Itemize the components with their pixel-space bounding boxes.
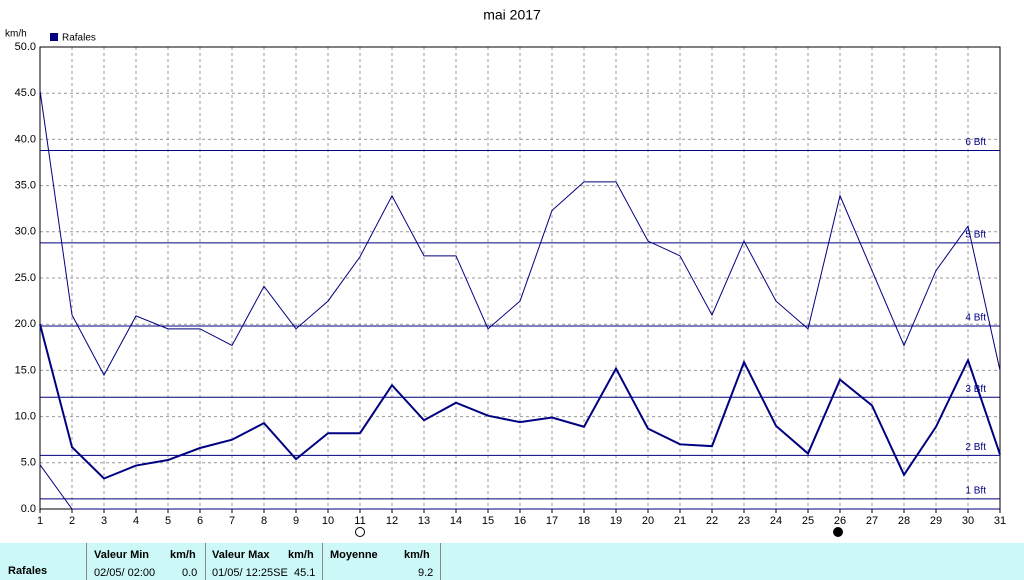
legend-swatch bbox=[50, 33, 58, 41]
min-value: 0.0 bbox=[182, 567, 198, 579]
x-tick-label: 7 bbox=[229, 515, 235, 527]
x-tick-label: 22 bbox=[706, 515, 718, 527]
x-tick-label: 30 bbox=[962, 515, 974, 527]
x-tick-label: 20 bbox=[642, 515, 654, 527]
x-tick-label: 13 bbox=[418, 515, 430, 527]
x-tick-label: 27 bbox=[866, 515, 878, 527]
header: km/h bbox=[404, 549, 430, 561]
moon-new bbox=[833, 527, 843, 537]
x-tick-label: 4 bbox=[133, 515, 139, 527]
x-tick-label: 31 bbox=[994, 515, 1006, 527]
x-tick-label: 19 bbox=[610, 515, 622, 527]
x-tick-label: 16 bbox=[514, 515, 526, 527]
max-date: 01/05/ 12:25SE bbox=[212, 567, 288, 579]
series-line bbox=[39, 464, 1000, 510]
y-tick-label: 5.0 bbox=[21, 457, 36, 469]
page: mai 2017 km/h Rafales 0.0 5.0 10.0 15.0 20.0… bbox=[0, 6, 1024, 580]
y-tick-label: 30.0 bbox=[15, 226, 36, 238]
x-tick-label: 15 bbox=[482, 515, 494, 527]
header: Valeur Max bbox=[212, 549, 270, 561]
reference-label: 2 Bft bbox=[965, 442, 986, 453]
y-tick-label: 25.0 bbox=[15, 272, 36, 284]
mean-value: 9.2 bbox=[418, 567, 434, 579]
x-tick-label: 6 bbox=[197, 515, 203, 527]
y-tick-label: 10.0 bbox=[15, 411, 36, 423]
header: km/h bbox=[170, 549, 196, 561]
stats-bar: Rafales Valeur Min km/h 02/05/ 02:00 0.0… bbox=[0, 543, 1024, 580]
separator bbox=[440, 543, 441, 580]
x-tick-label: 5 bbox=[165, 515, 171, 527]
header: Moyenne bbox=[330, 549, 378, 561]
y-tick-label: 15.0 bbox=[15, 364, 36, 376]
reference-label: 3 Bft bbox=[965, 384, 986, 395]
x-tick-label: 14 bbox=[450, 515, 462, 527]
y-tick-label: 0.0 bbox=[21, 503, 36, 515]
moon-full bbox=[355, 527, 365, 537]
y-tick-label: 50.0 bbox=[15, 41, 36, 53]
chart: mai 2017 km/h Rafales 0.0 5.0 10.0 15.0 20.0… bbox=[5, 7, 1006, 537]
legend-label: Rafales bbox=[62, 33, 96, 44]
min-date: 02/05/ 02:00 bbox=[94, 567, 156, 579]
x-tick-label: 9 bbox=[293, 515, 299, 527]
reference-label: 1 Bft bbox=[965, 485, 986, 496]
x-tick-label: 23 bbox=[738, 515, 750, 527]
x-tick-label: 26 bbox=[834, 515, 846, 527]
y-tick-label: 40.0 bbox=[15, 133, 36, 145]
x-tick-label: 2 bbox=[69, 515, 75, 527]
x-tick-label: 3 bbox=[101, 515, 107, 527]
reference-label: 6 Bft bbox=[965, 137, 986, 148]
x-tick-label: 21 bbox=[674, 515, 686, 527]
x-tick-label: 10 bbox=[322, 515, 334, 527]
x-tick-label: 8 bbox=[261, 515, 267, 527]
x-tick-label: 11 bbox=[354, 515, 365, 527]
series-line bbox=[39, 90, 1001, 377]
x-tick-label: 18 bbox=[578, 515, 590, 527]
reference-label: 5 Bft bbox=[965, 230, 986, 241]
y-axis-label: km/h bbox=[5, 29, 27, 40]
x-tick-label: 25 bbox=[802, 515, 814, 527]
y-tick-label: 35.0 bbox=[15, 180, 36, 192]
separator bbox=[86, 543, 87, 580]
y-tick-label: 45.0 bbox=[15, 87, 36, 99]
x-tick-label: 1 bbox=[37, 515, 43, 527]
y-tick-label: 20.0 bbox=[15, 318, 36, 330]
x-tick-label: 24 bbox=[770, 515, 782, 527]
stats-row-label: Rafales bbox=[8, 565, 48, 577]
max-value: 45.1 bbox=[294, 567, 316, 579]
x-tick-label: 29 bbox=[930, 515, 942, 527]
x-tick-label: 12 bbox=[386, 515, 398, 527]
reference-label: 4 Bft bbox=[965, 313, 986, 324]
x-tick-label: 17 bbox=[546, 515, 558, 527]
separator bbox=[205, 543, 206, 580]
chart-title: mai 2017 bbox=[483, 7, 541, 23]
header: km/h bbox=[288, 549, 314, 561]
x-tick-label: 28 bbox=[898, 515, 910, 527]
series-line bbox=[39, 323, 1001, 480]
header: Valeur Min bbox=[94, 549, 150, 561]
separator bbox=[322, 543, 323, 580]
